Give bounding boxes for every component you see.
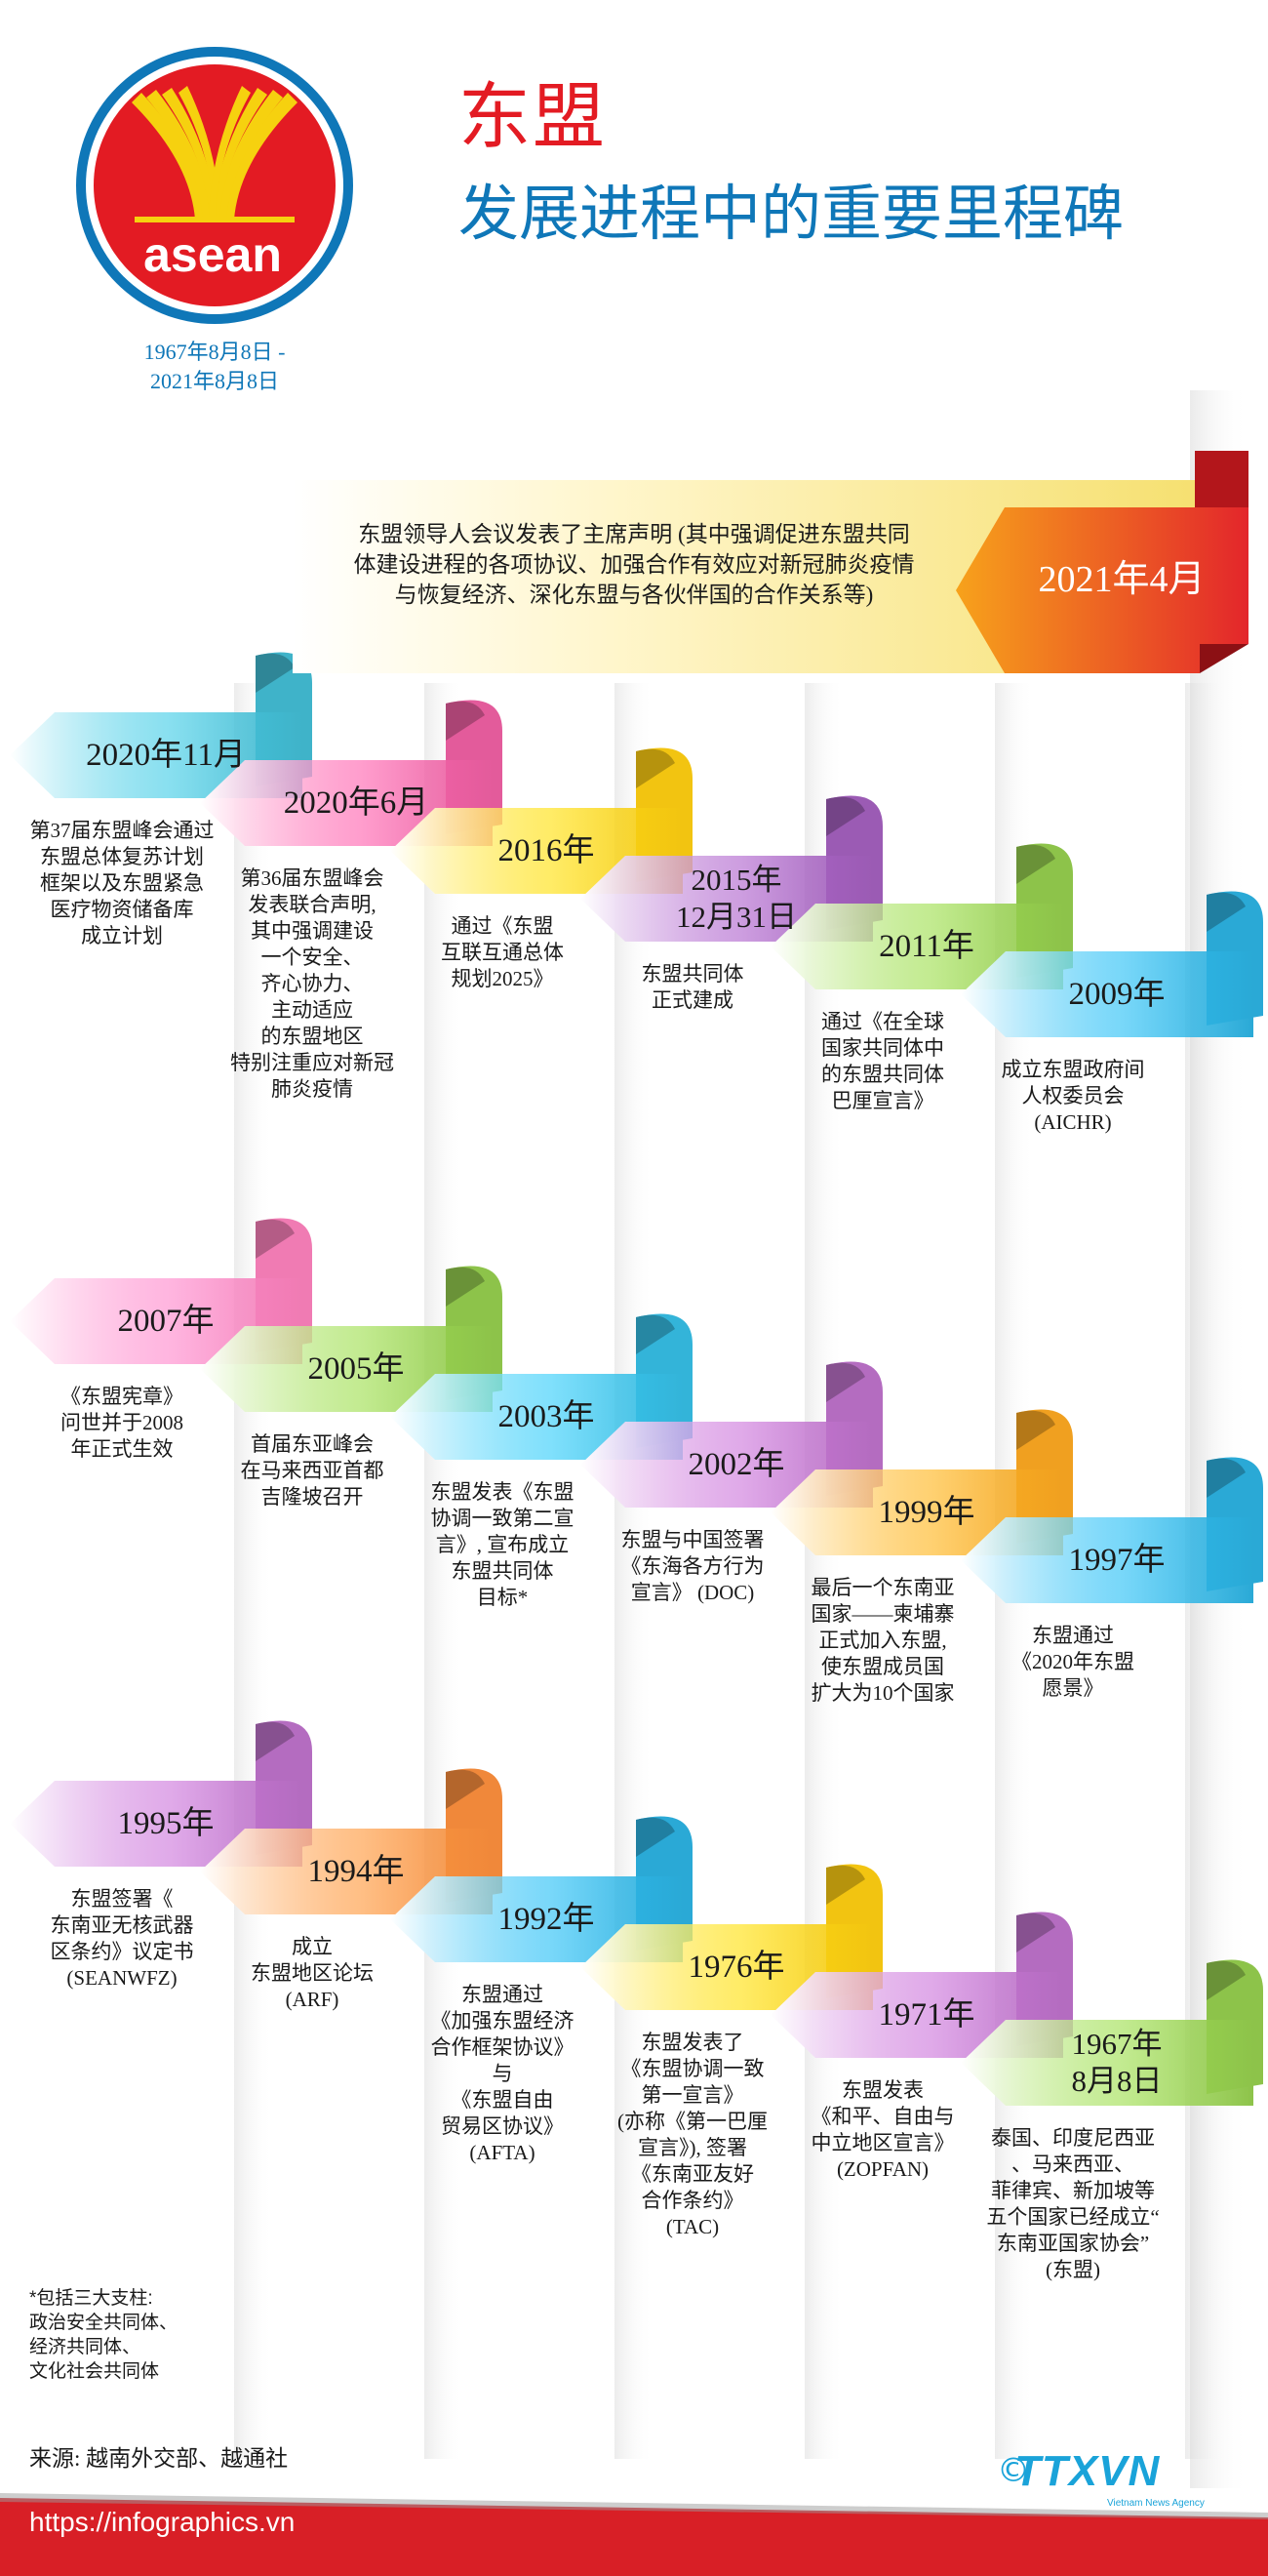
top-event-description: 东盟领导人会议发表了主席声明 (其中强调促进东盟共同 体建设进程的各项协议、加强… [353,522,915,607]
timeline-shade-column [424,683,463,2459]
website-link[interactable]: https://infographics.vn [29,2507,296,2537]
timeline-event-description: 东盟通过 《加强东盟经济 合作框架协议》 与 《东盟自由 贸易区协议》 (AFT… [430,1983,575,2164]
top-event-banner [293,451,1248,673]
timeline-date-label: 2009年 [1068,977,1166,1012]
timeline-event-description: 东盟共同体 正式建成 [641,962,744,1012]
timeline-event-description: 第37届东盟峰会通过 东盟总体复苏计划 框架以及东盟紧急 医疗物资储备库 成立计… [29,819,215,947]
timeline-date-label: 2003年 [497,1399,595,1434]
footnote: *包括三大支柱: 政治安全共同体、 经济共同体、 文化社会共同体 [29,2288,178,2382]
timeline-event-description: 东盟发表了 《东盟协调一致 第一宣言》 (亦称《第一巴厘 宣言》), 签署 《东… [617,2031,768,2238]
timeline-event-description: 《东盟宪章》 问世并于2008 年正式生效 [60,1385,183,1461]
timeline-event-description: 东盟发表 《和平、自由与 中立地区宣言》 (ZOPFAN) [811,2078,955,2181]
timeline-date-label: 1976年 [688,1950,785,1985]
timeline-shade-column [1190,390,1248,2488]
timeline-event-description: 首届东亚峰会 在马来西亚首都 吉隆坡召开 [240,1432,384,1509]
timeline-event-description: 东盟签署《 东南亚无核武器 区条约》议定书 (SEANWFZ) [50,1887,194,1990]
timeline-date-label: 2005年 [307,1351,405,1387]
timeline-event-description: 通过《东盟 互联互通总体 规划2025》 [441,914,564,990]
timeline-date-label: 2015年 12月31日 [676,863,797,934]
timeline-event-description: 东盟通过 《2020年东盟 愿景》 [1011,1624,1134,1700]
timeline-ribbon [961,1959,1263,2106]
source-text: 来源: 越南外交部、越通社 [29,2446,289,2471]
timeline-event-description: 泰国、印度尼西亚 、马来西亚、 菲律宾、新加坡等 五个国家已经成立“ 东南亚国家… [986,2126,1160,2281]
anniversary-dates: 1967年8月8日 - 2021年8月8日 [143,340,286,393]
timeline-event-description: 通过《在全球 国家共同体中 的东盟共同体 巴厘宣言》 [821,1010,944,1112]
timeline-date-label: 1999年 [878,1495,975,1530]
page-subtitle: 发展进程中的重要里程碑 [458,178,1125,249]
timeline-date-label: 1997年 [1068,1543,1166,1578]
timeline-date-label: 1967年 8月8日 [1071,2027,1163,2098]
timeline-event-description: 第36届东盟峰会 发表联合声明, 其中强调建设 一个安全、 齐心协力、 主动适应… [230,866,394,1101]
agency-logo: TTXVN [1014,2447,1161,2495]
timeline-event-description: 东盟与中国签署 《东海各方行为 宣言》 (DOC) [620,1528,765,1604]
timeline-event-description: 成立东盟政府间 人权委员会 (AICHR) [1001,1058,1145,1134]
timeline-date-label: 2020年6月 [283,785,429,821]
timeline-date-label: 1971年 [878,1997,975,2033]
timeline-date-label: 1995年 [117,1806,215,1841]
timeline-event-description: 最后一个东南亚 国家——柬埔寨 正式加入东盟, 使东盟成员国 扩大为10个国家 [811,1576,955,1705]
timeline-date-label: 2016年 [497,833,595,868]
timeline-date-label: 1994年 [307,1854,405,1889]
agency-subtitle: Vietnam News Agency [1107,2498,1205,2509]
timeline-date-label: 2002年 [688,1447,785,1482]
timeline-date-label: 2020年11月 [86,738,246,773]
timeline-shade-column [614,683,654,2459]
timeline-date-label: 2011年 [879,929,974,964]
timeline-date-label: 1992年 [497,1902,595,1937]
timeline-ribbon [961,891,1263,1037]
footer-red-band [0,2498,1268,2576]
timeline-ribbon [580,1361,883,1508]
asean-logo [76,47,353,324]
copyright-icon: © [997,2451,1030,2490]
timeline-date-label: 2007年 [117,1304,215,1339]
timeline-ribbon [961,1457,1263,1603]
timeline-shade-column [234,683,273,2459]
top-event-label: 2021年4月 [1038,559,1206,600]
timeline-event-description: 东盟发表《东盟 协调一致第二宣 言》, 宣布成立 东盟共同体 目标* [430,1480,575,1609]
timeline-event-description: 成立 东盟地区论坛 (ARF) [251,1935,374,2011]
logo-text: asean [143,227,282,282]
page-title: 东盟 [458,75,607,159]
